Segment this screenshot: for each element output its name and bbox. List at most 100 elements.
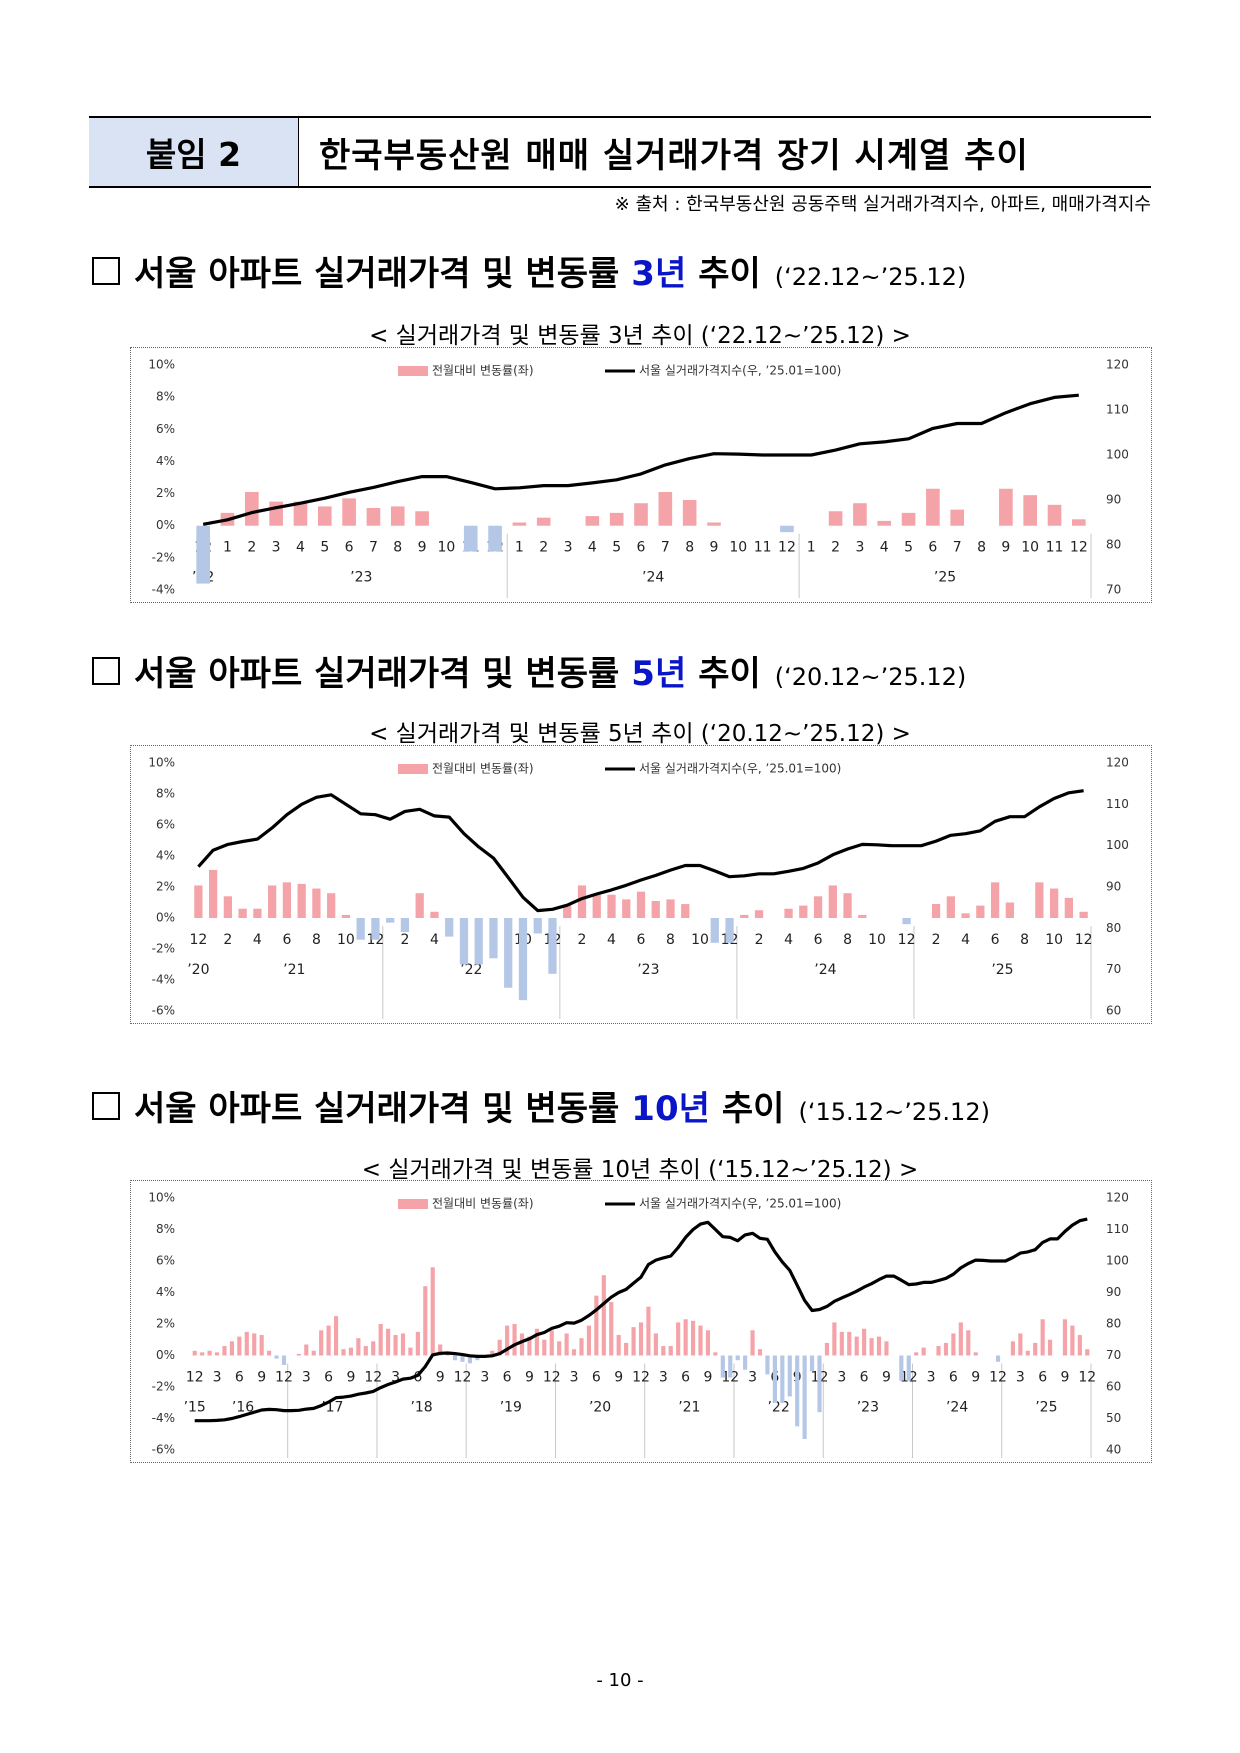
x-tick-label: 12: [1075, 932, 1093, 948]
x-tick-label: 9: [418, 540, 427, 556]
y2-tick-label: 110: [1106, 403, 1129, 417]
bar: [563, 905, 572, 918]
bar: [386, 1328, 391, 1356]
x-tick-label: 1: [515, 540, 524, 556]
bar: [636, 891, 646, 918]
x-tick-label: 12: [454, 1370, 472, 1386]
x-tick-label: 4: [430, 932, 439, 948]
checkbox-glyph: [92, 1091, 120, 1120]
y-tick-label: 4%: [156, 454, 175, 468]
bar: [609, 1301, 614, 1356]
x-tick-label: 2: [539, 540, 548, 556]
bar: [658, 491, 673, 526]
bar: [682, 500, 697, 526]
x-tick-label: 8: [685, 540, 694, 556]
bar: [634, 503, 648, 526]
bar: [196, 525, 210, 584]
y-tick-label: 6%: [156, 1254, 175, 1268]
x-tick-label: 6: [413, 1370, 422, 1386]
bar: [533, 918, 542, 934]
bar: [638, 1322, 644, 1356]
y2-tick-label: 120: [1106, 756, 1129, 770]
x-tick-label: 12: [898, 932, 916, 948]
bar: [474, 918, 483, 965]
x-tick-label: 12: [543, 1370, 561, 1386]
year-label: ’23: [857, 1400, 879, 1416]
y-tick-label: 2%: [156, 486, 175, 500]
bar: [460, 1355, 465, 1362]
x-tick-label: 8: [843, 932, 852, 948]
y-tick-label: -2%: [152, 1380, 175, 1394]
bar: [378, 1324, 383, 1356]
x-tick-label: 6: [1038, 1370, 1047, 1386]
year-label: ’22: [767, 1400, 789, 1416]
section-heading: 서울 아파트 실거래가격 및 변동률 5년 추이 (‘20.12~’25.12): [92, 646, 966, 695]
bar: [946, 896, 955, 918]
y-tick-label: 8%: [156, 787, 175, 801]
bar: [668, 1346, 673, 1356]
x-tick-label: 6: [814, 932, 823, 948]
bar: [459, 918, 469, 965]
x-tick-label: 9: [525, 1370, 534, 1386]
x-tick-label: 10: [1045, 932, 1063, 948]
x-tick-label: 1: [807, 540, 816, 556]
x-tick-label: 4: [784, 932, 793, 948]
y-tick-label: 10%: [148, 358, 175, 372]
x-tick-label: 10: [691, 932, 709, 948]
x-tick-label: 2: [223, 932, 232, 948]
legend-label: 전월대비 변동률(좌): [432, 762, 534, 776]
bar: [452, 1355, 458, 1361]
bar: [884, 1341, 889, 1356]
x-tick-label: 9: [346, 1370, 355, 1386]
x-tick-label: 9: [882, 1370, 891, 1386]
bar: [296, 1353, 301, 1356]
bar: [976, 905, 985, 918]
bar: [564, 1333, 569, 1356]
y2-tick-label: 120: [1106, 1191, 1129, 1205]
bar: [592, 894, 601, 918]
bar: [356, 918, 365, 940]
bar: [906, 1355, 911, 1381]
heading-highlight: 5년: [631, 654, 687, 694]
bar: [518, 918, 528, 1001]
x-tick-label: 3: [927, 1370, 936, 1386]
y-tick-label: 10%: [148, 1191, 175, 1205]
bar: [740, 914, 749, 918]
y2-tick-label: 110: [1106, 797, 1129, 811]
y-tick-label: 2%: [156, 880, 175, 894]
y2-tick-label: 40: [1106, 1443, 1121, 1457]
bar: [869, 1338, 874, 1356]
bar: [1033, 1342, 1038, 1356]
x-tick-label: 6: [860, 1370, 869, 1386]
year-label: ’21: [678, 1400, 700, 1416]
x-tick-label: 6: [681, 1370, 690, 1386]
y-tick-label: 8%: [156, 1222, 175, 1236]
bar: [192, 1350, 197, 1356]
x-tick-label: 9: [1061, 1370, 1070, 1386]
bar: [438, 1344, 443, 1356]
bar: [990, 882, 1000, 918]
checkbox-glyph: [92, 656, 120, 685]
year-label: ’16: [232, 1400, 254, 1416]
page-number: - 10 -: [596, 1670, 644, 1691]
x-tick-label: 8: [666, 932, 675, 948]
bar: [371, 918, 380, 940]
bar: [876, 1336, 882, 1356]
x-tick-label: 10: [729, 540, 747, 556]
bar: [408, 1347, 413, 1356]
bar: [209, 869, 218, 918]
bar: [690, 1320, 696, 1356]
bar: [795, 1355, 800, 1427]
bar: [312, 888, 321, 918]
y2-tick-label: 80: [1106, 921, 1121, 935]
x-tick-label: 8: [1020, 932, 1029, 948]
year-label: ’24: [814, 962, 836, 978]
bar: [676, 1322, 681, 1356]
bar: [304, 1344, 309, 1356]
bar: [666, 899, 675, 918]
bar: [297, 883, 306, 918]
bar: [467, 1355, 473, 1364]
y2-tick-label: 70: [1106, 1348, 1121, 1362]
bar: [802, 1355, 807, 1439]
bar: [931, 904, 941, 918]
